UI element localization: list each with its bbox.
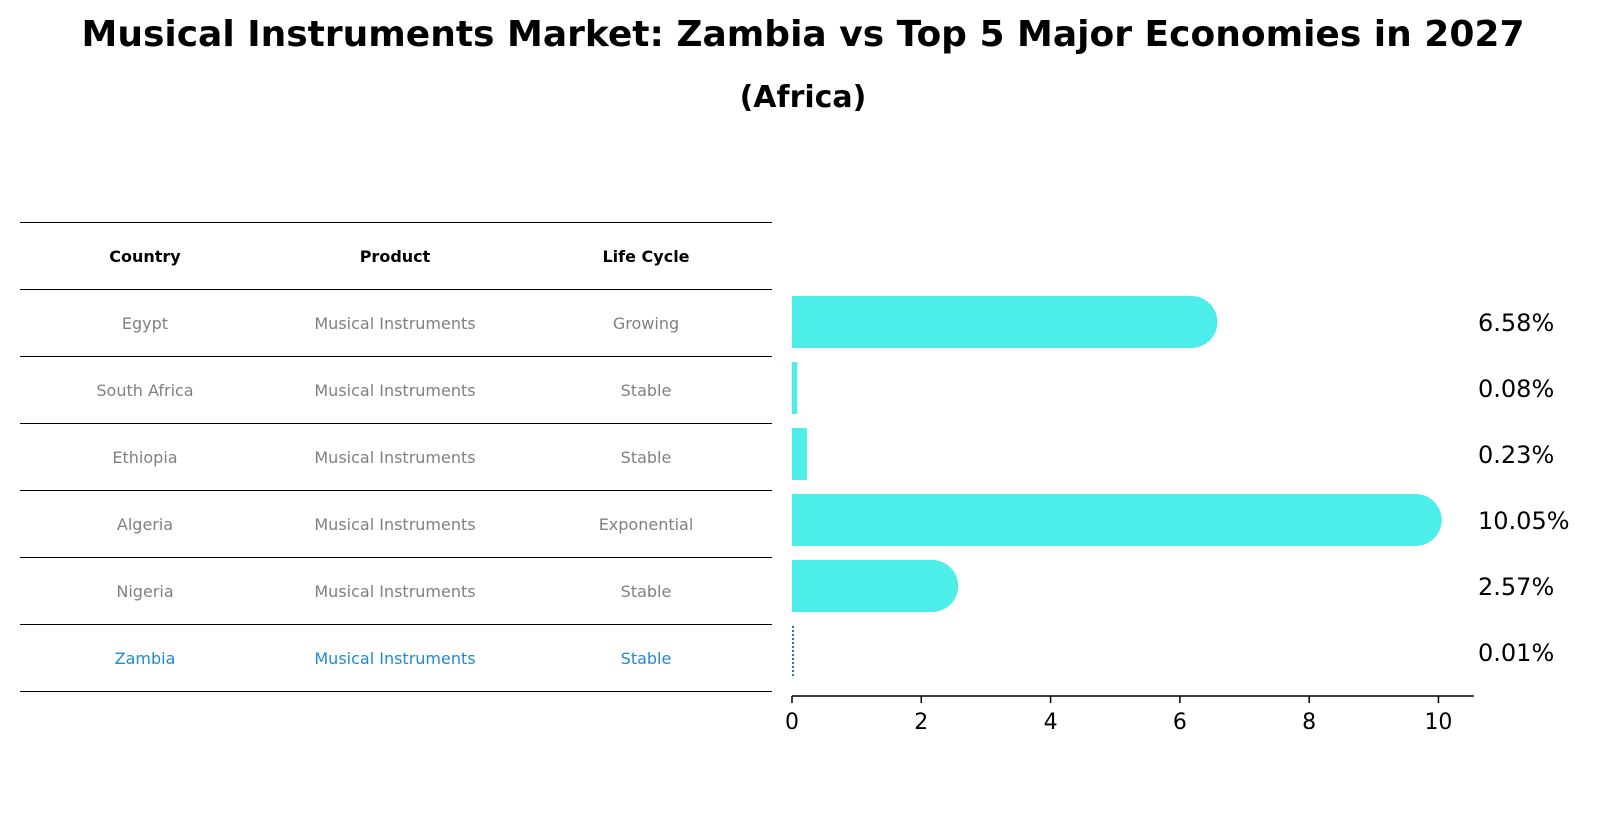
table-row: Algeria Musical Instruments Exponential: [20, 491, 772, 558]
cell-product: Musical Instruments: [314, 447, 476, 467]
value-label: 0.23%: [1478, 441, 1554, 469]
cell-country: Algeria: [116, 514, 174, 534]
bar-ethiopia: [792, 428, 807, 480]
chart-subtitle: (Africa): [739, 80, 867, 115]
cell-country: Nigeria: [116, 581, 174, 601]
cell-product: Musical Instruments: [314, 648, 476, 668]
x-tick-label: 2: [914, 710, 928, 735]
cell-product: Musical Instruments: [314, 581, 476, 601]
bar-egypt: [792, 296, 1218, 348]
cell-product: Musical Instruments: [314, 313, 476, 333]
column-header-country: Country: [109, 246, 181, 266]
chart-title: Musical Instruments Market: Zambia vs To…: [81, 14, 1525, 55]
x-tick-label: 8: [1302, 710, 1316, 735]
cell-life-cycle: Stable: [620, 581, 672, 601]
x-tick-label: 4: [1044, 710, 1058, 735]
bar-nigeria: [792, 560, 959, 612]
table-row: Ethiopia Musical Instruments Stable: [20, 424, 772, 491]
table-row: Nigeria Musical Instruments Stable: [20, 558, 772, 625]
cell-life-cycle: Growing: [612, 313, 680, 333]
cell-life-cycle: Stable: [620, 380, 672, 400]
cell-country: Egypt: [121, 313, 169, 333]
cell-product: Musical Instruments: [314, 380, 476, 400]
cell-product: Musical Instruments: [314, 514, 476, 534]
table-row: Egypt Musical Instruments Growing: [20, 290, 772, 357]
value-label: 2.57%: [1478, 573, 1554, 601]
value-label: 6.58%: [1478, 309, 1554, 337]
column-header-life-cycle: Life Cycle: [602, 246, 690, 266]
column-header-product: Product: [359, 246, 431, 266]
x-tick-label: 6: [1173, 710, 1187, 735]
table-header-row: Country Product Life Cycle: [20, 222, 772, 290]
value-label: 0.08%: [1478, 375, 1554, 403]
cell-life-cycle: Stable: [620, 648, 672, 668]
cell-life-cycle: Exponential: [598, 514, 694, 534]
cell-country: Zambia: [114, 648, 176, 668]
x-tick-label: 0: [785, 710, 799, 735]
value-label: 10.05%: [1478, 507, 1570, 535]
cell-country: Ethiopia: [112, 447, 178, 467]
bar-south-africa: [792, 362, 798, 414]
value-label: 0.01%: [1478, 639, 1554, 667]
table-row: South Africa Musical Instruments Stable: [20, 357, 772, 424]
cell-country: South Africa: [96, 380, 194, 400]
x-tick-label: 10: [1424, 710, 1452, 735]
table-row-highlighted: Zambia Musical Instruments Stable: [20, 625, 772, 692]
country-table: Country Product Life Cycle Egypt Musical…: [20, 222, 772, 692]
cell-life-cycle: Stable: [620, 447, 672, 467]
bar-algeria: [792, 494, 1442, 546]
